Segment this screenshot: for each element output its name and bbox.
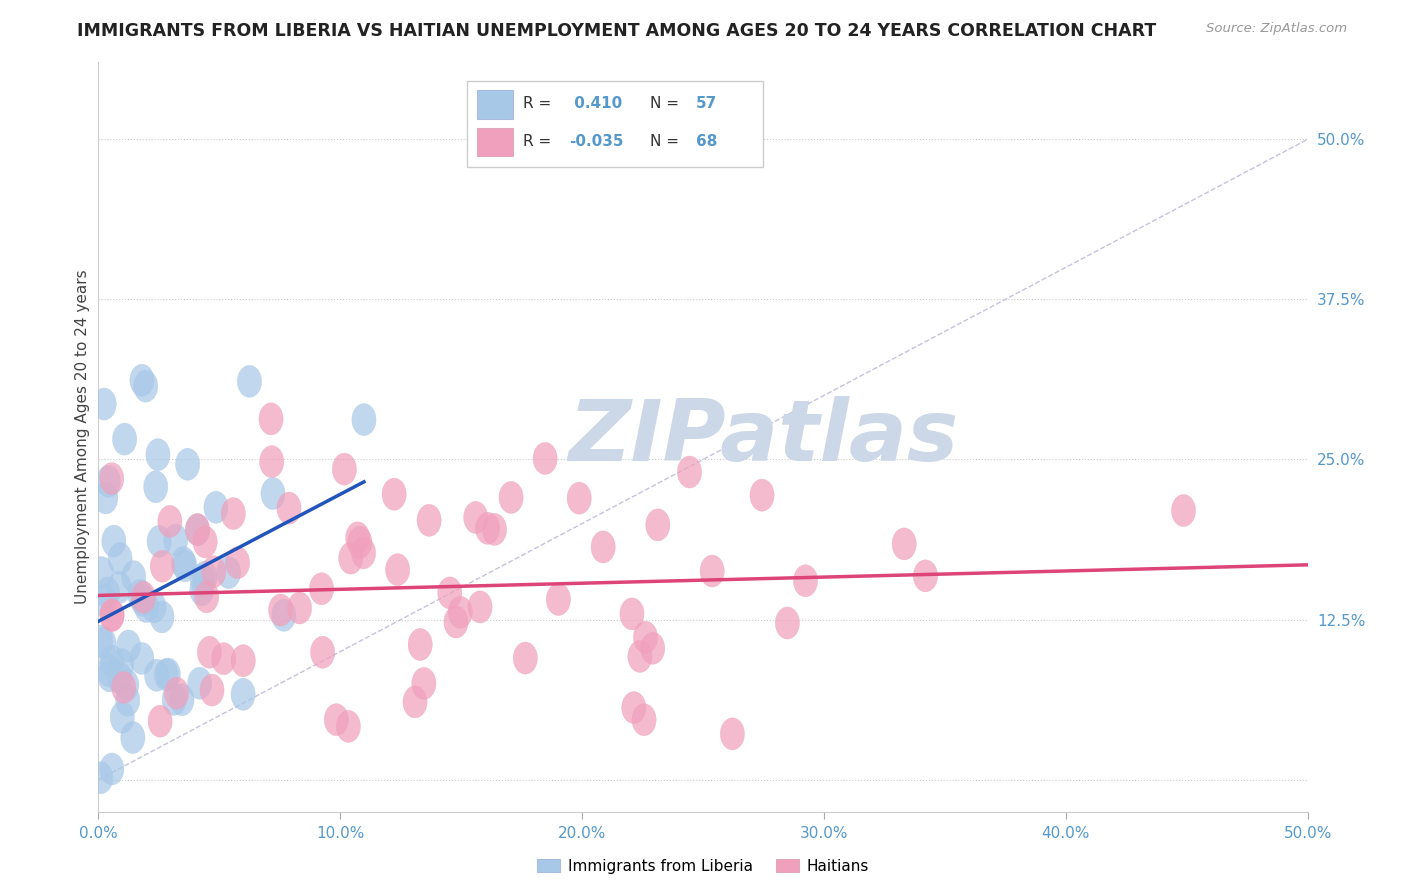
Text: N =: N = bbox=[650, 134, 683, 149]
Text: IMMIGRANTS FROM LIBERIA VS HAITIAN UNEMPLOYMENT AMONG AGES 20 TO 24 YEARS CORREL: IMMIGRANTS FROM LIBERIA VS HAITIAN UNEMP… bbox=[77, 22, 1157, 40]
Y-axis label: Unemployment Among Ages 20 to 24 years: Unemployment Among Ages 20 to 24 years bbox=[75, 269, 90, 605]
Text: R =: R = bbox=[523, 134, 555, 149]
Text: 68: 68 bbox=[696, 134, 717, 149]
Legend: Immigrants from Liberia, Haitians: Immigrants from Liberia, Haitians bbox=[531, 853, 875, 880]
Text: R =: R = bbox=[523, 96, 555, 112]
FancyBboxPatch shape bbox=[477, 90, 513, 119]
Text: ZIPatlas: ZIPatlas bbox=[568, 395, 959, 479]
Text: Source: ZipAtlas.com: Source: ZipAtlas.com bbox=[1206, 22, 1347, 36]
Text: 0.410: 0.410 bbox=[569, 96, 621, 112]
FancyBboxPatch shape bbox=[477, 128, 513, 156]
Text: -0.035: -0.035 bbox=[569, 134, 623, 149]
Text: N =: N = bbox=[650, 96, 683, 112]
FancyBboxPatch shape bbox=[467, 81, 763, 168]
Text: 57: 57 bbox=[696, 96, 717, 112]
